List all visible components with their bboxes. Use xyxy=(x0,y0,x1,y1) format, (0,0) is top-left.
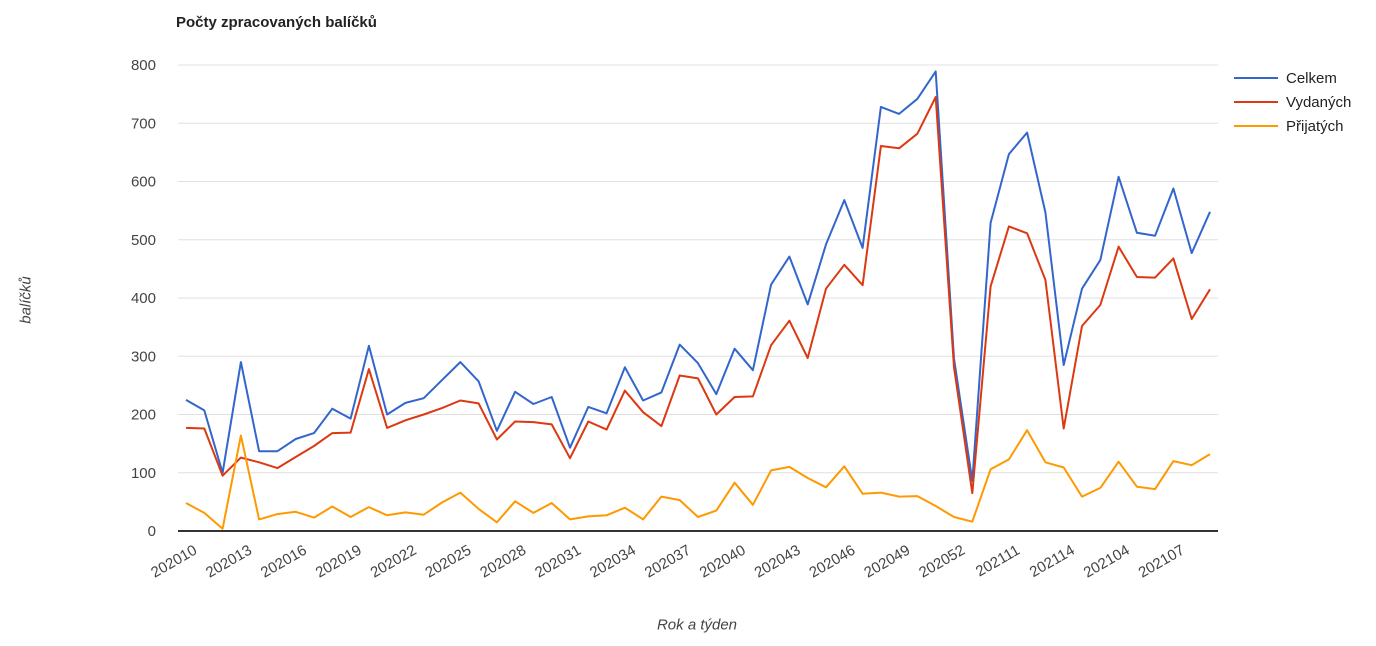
x-tick-labels: 202010 202013 202016 202019 202022 202025 2020… xyxy=(148,542,1187,582)
x-tick-202019: 202019 xyxy=(313,542,365,582)
y-tick-200: 200 xyxy=(131,407,156,424)
x-tick-202025: 202025 xyxy=(422,542,474,582)
y-tick-700: 700 xyxy=(131,115,156,132)
x-tick-202052: 202052 xyxy=(916,542,968,582)
legend-label-vydanych: Vydaných xyxy=(1286,93,1352,111)
series-lines xyxy=(185,70,1211,530)
legend-item-prijatych[interactable]: Přijatých xyxy=(1234,114,1351,138)
legend-item-vydanych[interactable]: Vydaných xyxy=(1234,90,1351,114)
legend-label-prijatych: Přijatých xyxy=(1286,117,1344,135)
y-tick-100: 100 xyxy=(131,465,156,482)
chart-title: Počty zpracovaných balíčků xyxy=(176,14,377,31)
x-tick-202040: 202040 xyxy=(697,542,749,582)
legend-swatch-prijatych xyxy=(1234,125,1278,127)
x-tick-202028: 202028 xyxy=(477,542,529,582)
y-tick-300: 300 xyxy=(131,348,156,365)
legend: Celkem Vydaných Přijatých xyxy=(1234,66,1351,138)
y-tick-500: 500 xyxy=(131,232,156,249)
y-tick-labels: 0 100 200 300 400 500 600 700 800 xyxy=(131,57,156,540)
legend-swatch-celkem xyxy=(1234,77,1278,79)
series-line-vydanych xyxy=(185,96,1211,495)
x-tick-202016: 202016 xyxy=(258,542,310,582)
x-tick-202111: 202111 xyxy=(973,542,1023,581)
legend-item-celkem[interactable]: Celkem xyxy=(1234,66,1351,90)
x-tick-202043: 202043 xyxy=(752,542,804,582)
grid-lines xyxy=(178,64,1218,474)
x-tick-202104: 202104 xyxy=(1081,542,1133,582)
x-tick-202010: 202010 xyxy=(148,542,200,582)
x-tick-202107: 202107 xyxy=(1136,542,1188,582)
series-line-celkem xyxy=(185,70,1211,482)
x-tick-202049: 202049 xyxy=(861,542,913,582)
series-line-prijatych xyxy=(185,429,1211,530)
x-tick-202034: 202034 xyxy=(587,542,639,582)
x-tick-202031: 202031 xyxy=(532,542,584,582)
x-tick-202114: 202114 xyxy=(1027,542,1078,581)
legend-swatch-vydanych xyxy=(1234,101,1278,103)
x-axis-label: Rok a týden xyxy=(656,616,738,634)
y-tick-800: 800 xyxy=(131,57,156,74)
y-axis-label: balíčků xyxy=(17,276,35,324)
y-tick-600: 600 xyxy=(131,174,156,191)
y-tick-400: 400 xyxy=(131,290,156,307)
legend-label-celkem: Celkem xyxy=(1286,69,1337,87)
x-tick-202022: 202022 xyxy=(368,542,420,582)
y-tick-0: 0 xyxy=(148,523,156,540)
x-tick-202046: 202046 xyxy=(806,542,858,582)
x-tick-202013: 202013 xyxy=(203,542,255,582)
x-tick-202037: 202037 xyxy=(642,542,694,582)
